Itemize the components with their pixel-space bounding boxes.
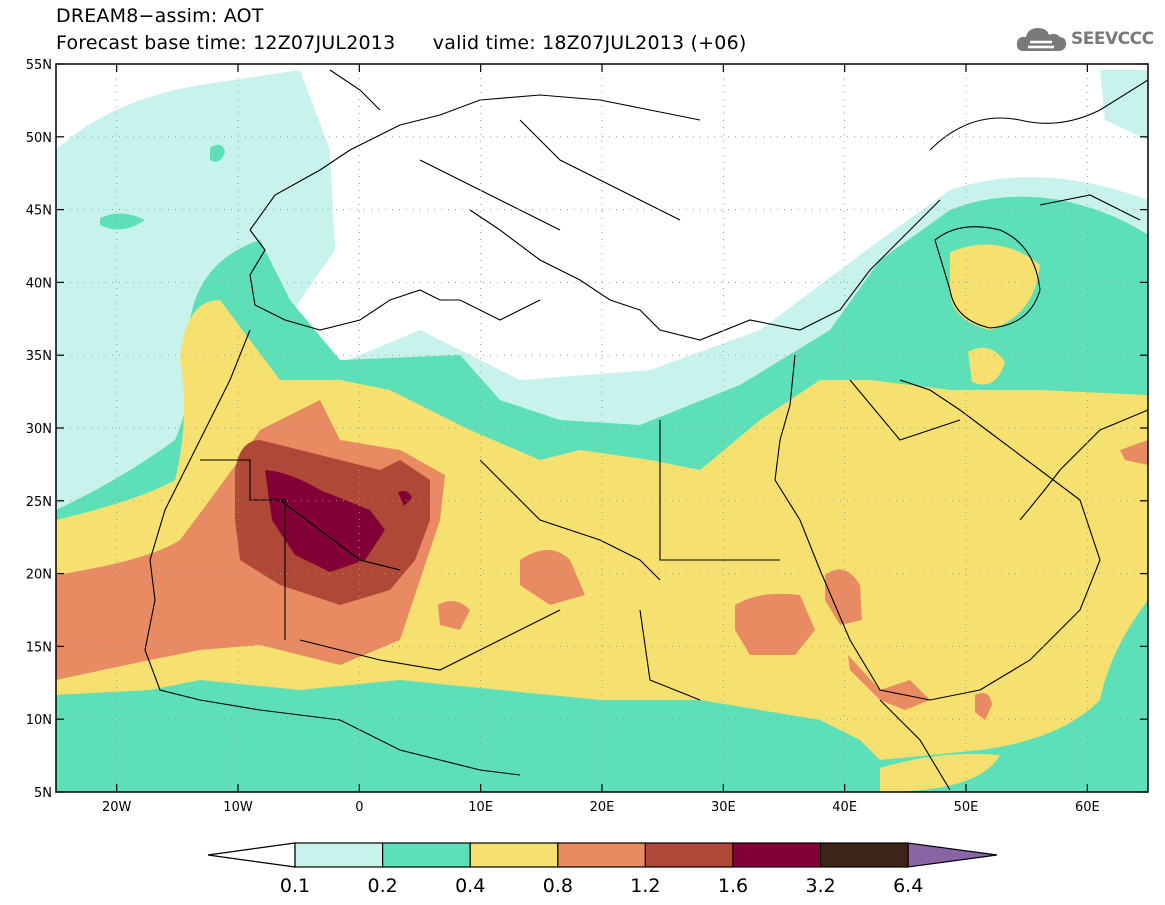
colorbar-level-label: 0.8 — [543, 875, 573, 897]
aot-level-0.2 — [100, 213, 145, 230]
logo-text: SEEVCCC — [1071, 29, 1154, 49]
colorbar-swatch — [644, 842, 734, 868]
aot-level-0.8 — [735, 593, 815, 655]
colorbar-min-triangle — [207, 842, 296, 868]
lat-tick-label: 30N — [26, 422, 52, 437]
axis-ticks — [56, 63, 1148, 793]
colorbar-level-label: 1.6 — [718, 875, 748, 897]
coastlines-and-borders — [144, 69, 1148, 791]
colorbar-swatch — [294, 842, 384, 868]
lon-tick-label: 30E — [711, 800, 736, 815]
lat-tick-label: 55N — [26, 58, 52, 73]
colorbar-swatch — [732, 842, 822, 868]
lat-tick-label: 10N — [26, 713, 52, 728]
aot-level-0.8 — [520, 550, 585, 605]
aot-level-0.8 — [1120, 440, 1148, 465]
lat-tick-label: 50N — [26, 131, 52, 146]
colorbar-level-label: 3.2 — [805, 875, 835, 897]
aot-level-0.1 — [56, 70, 335, 520]
lon-tick-label: 20E — [590, 800, 615, 815]
aot-level-1.6 — [265, 470, 385, 572]
aot-field-layers — [56, 70, 1148, 792]
lon-tick-label: 60E — [1075, 800, 1100, 815]
lon-tick-label: 40E — [832, 800, 857, 815]
colorbar-swatch — [819, 842, 909, 868]
lon-tick-label: 20W — [102, 800, 132, 815]
lat-tick-label: 5N — [34, 786, 52, 801]
cloud-icon — [1016, 28, 1067, 51]
aot-colorbar: 0.1 0.2 0.4 0.8 1.2 1.6 3.2 6.4 — [207, 842, 998, 897]
colorbar-level-label: 1.2 — [630, 875, 660, 897]
lat-tick-label: 15N — [26, 640, 52, 655]
axis-tick-labels: 20W 10W 0 10E 20E 30E 40E 50E 60E 5N 10N 15N 20N 25N 3… — [26, 58, 1100, 815]
lon-tick-label: 10E — [468, 800, 493, 815]
forecast-time-line: Forecast base time: 12Z07JUL2013 valid t… — [56, 32, 747, 54]
lat-tick-label: 20N — [26, 568, 52, 583]
colorbar-swatch — [469, 842, 559, 868]
aot-level-0.8 — [438, 601, 470, 630]
colorbar-level-label: 0.1 — [280, 875, 310, 897]
lat-tick-label: 45N — [26, 204, 52, 219]
colorbar-max-triangle — [907, 842, 998, 868]
aot-level-0.4 — [968, 347, 1005, 385]
lon-tick-label: 10W — [223, 800, 253, 815]
aot-level-0.8 — [825, 569, 862, 625]
aot-level-0.8 — [975, 692, 992, 720]
lon-tick-label: 0 — [355, 800, 363, 815]
seevccc-logo: SEEVCCC — [1016, 22, 1154, 56]
colorbar-swatch — [382, 842, 471, 868]
aot-level-0.2 — [210, 144, 225, 162]
lat-tick-label: 25N — [26, 495, 52, 510]
lat-tick-label: 40N — [26, 276, 52, 291]
map-title: DREAM8−assim: AOT — [56, 5, 264, 27]
aot-level-1.6 — [398, 490, 412, 506]
colorbar-level-label: 0.2 — [367, 875, 397, 897]
aot-level-0.4 — [950, 244, 1040, 330]
colorbar-level-label: 0.4 — [455, 875, 485, 897]
lat-lon-grid — [56, 64, 1148, 792]
colorbar-level-label: 6.4 — [893, 875, 923, 897]
lat-tick-label: 35N — [26, 349, 52, 364]
colorbar-swatch — [557, 842, 646, 868]
lon-tick-label: 50E — [954, 800, 979, 815]
